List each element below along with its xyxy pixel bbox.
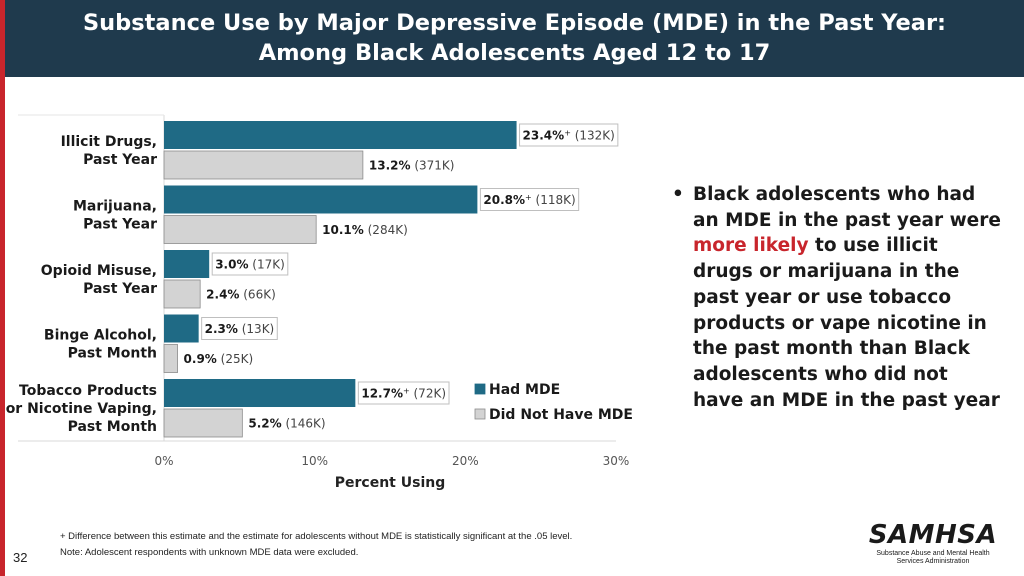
category-label-4-line-0: Tobacco Products <box>19 383 157 399</box>
data-label-box-had-mde-3 <box>201 317 278 340</box>
bullet-highlight: more likely <box>693 235 809 257</box>
bar-had-mde-1 <box>164 185 478 214</box>
data-label-had-mde-1: 20.8%+ (118K) <box>483 193 575 208</box>
bar-had-mde-4 <box>164 379 356 407</box>
slide-title-line2: Among Black Adolescents Aged 12 to 17 <box>258 40 771 66</box>
data-label-had-mde-0: 23.4%+ (132K) <box>523 128 615 143</box>
page-number: 32 <box>13 550 28 565</box>
category-label-2-line-0: Opioid Misuse, <box>41 263 157 279</box>
logo-subtitle-line1: Substance Abuse and Mental Health <box>876 550 990 557</box>
slide-title-line1: Substance Use by Major Depressive Episod… <box>82 10 947 36</box>
bar-had-mde-0 <box>164 121 517 149</box>
footnote-significance: + Difference between this estimate and t… <box>60 531 573 542</box>
bar-had-mde-2 <box>164 250 210 278</box>
data-label-had-mde-3: 2.3% (13K) <box>205 322 275 336</box>
data-label-no-mde-1: 10.1% (284K) <box>322 223 408 237</box>
left-accent-bar <box>0 0 5 576</box>
legend-label-no-mde: Did Not Have MDE <box>489 407 633 423</box>
x-tick-label-3: 30% <box>603 454 630 468</box>
category-label-4-line-2: Past Month <box>68 419 157 435</box>
data-label-box-had-mde-0 <box>519 123 619 147</box>
data-label-box-had-mde-1 <box>479 188 580 211</box>
data-label-no-mde-0: 13.2% (371K) <box>369 159 455 173</box>
legend-label-had-mde: Had MDE <box>489 382 560 398</box>
bar-had-mde-3 <box>164 314 199 343</box>
data-label-box-had-mde-2 <box>211 252 289 276</box>
x-tick-label-0: 0% <box>154 454 173 468</box>
bullet-text: Black adolescents who had an MDE in the … <box>693 182 1002 413</box>
bar-no-mde-2 <box>163 279 201 309</box>
category-label-0-line-0: Illicit Drugs, <box>61 134 157 150</box>
category-label-4-line-1: or Nicotine Vaping, <box>6 401 157 417</box>
data-label-had-mde-4: 12.7%+ (72K) <box>361 386 446 401</box>
data-label-had-mde-2: 3.0% (17K) <box>215 258 285 272</box>
category-label-1-line-1: Past Year <box>83 217 157 233</box>
category-label-3-line-1: Past Month <box>68 346 157 362</box>
bar-no-mde-3 <box>163 344 178 373</box>
bullet-text-part1: Black adolescents who had an MDE in the … <box>693 184 1001 231</box>
x-tick-label-1: 10% <box>301 454 328 468</box>
legend-swatch-no-mde <box>474 408 486 420</box>
logo-subtitle-line2: Services Administration <box>896 558 970 565</box>
slide-header: Substance Use by Major Depressive Episod… <box>5 0 1024 77</box>
footnote-note: Note: Adolescent respondents with unknow… <box>60 547 359 558</box>
bar-no-mde-4 <box>163 408 243 438</box>
bar-no-mde-1 <box>163 215 317 244</box>
samhsa-logo: SAMHSA Substance Abuse and Mental Health… <box>858 520 1008 566</box>
x-axis-title: Percent Using <box>335 475 445 491</box>
data-label-no-mde-4: 5.2% (146K) <box>248 417 325 431</box>
category-label-0-line-1: Past Year <box>83 152 157 168</box>
key-finding-bullet: • Black adolescents who had an MDE in th… <box>672 182 1002 413</box>
data-label-box-had-mde-4 <box>357 381 450 405</box>
data-label-no-mde-2: 2.4% (66K) <box>206 288 276 302</box>
data-label-no-mde-3: 0.9% (25K) <box>184 352 254 366</box>
bullet-dot-icon: • <box>672 184 684 205</box>
category-label-1-line-0: Marijuana, <box>73 199 157 215</box>
legend-swatch-had-mde <box>474 383 486 395</box>
category-label-3-line-0: Binge Alcohol, <box>44 328 157 344</box>
x-tick-label-2: 20% <box>452 454 479 468</box>
logo-wordmark: SAMHSA <box>868 520 998 550</box>
bar-no-mde-0 <box>163 150 364 180</box>
category-label-2-line-1: Past Year <box>83 281 157 297</box>
bullet-text-part2: to use illicit drugs or marijuana in the… <box>693 235 1000 411</box>
